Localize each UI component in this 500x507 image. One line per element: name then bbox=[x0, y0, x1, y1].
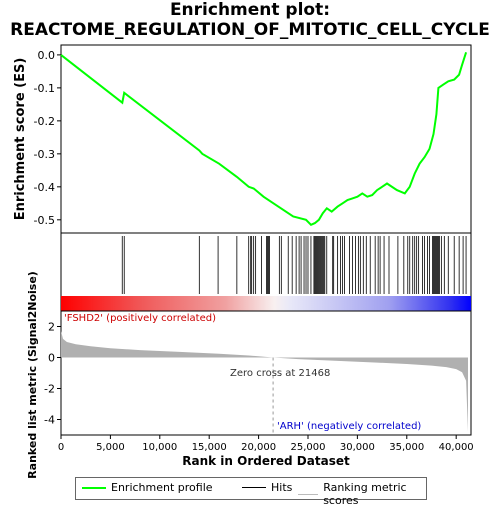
legend-item-profile: Enrichment profile bbox=[82, 481, 213, 494]
metric-ytick-label: 2 bbox=[48, 321, 55, 334]
legend-label-metric: Ranking metric scores bbox=[323, 481, 407, 507]
metric-xtick-label: 0 bbox=[58, 442, 64, 453]
negative-annotation: 'ARH' (negatively correlated) bbox=[277, 421, 421, 432]
metric-area bbox=[61, 331, 468, 432]
metric-x-axis-label: Rank in Ordered Dataset bbox=[182, 454, 350, 468]
legend-item-hits: Hits bbox=[242, 481, 292, 494]
positive-annotation: 'FSHD2' (positively correlated) bbox=[64, 313, 216, 324]
hits-panel bbox=[60, 232, 472, 312]
metric-xtick-label: 5,000 bbox=[96, 442, 125, 453]
es-ytick-label: -0.5 bbox=[34, 214, 55, 227]
rank-color-bar bbox=[61, 296, 471, 311]
chart-title-line1: Enrichment plot: bbox=[169, 0, 331, 20]
metric-xticks: 0 5,000 10,000 15,000 20,000 25,000 30,000 35,0… bbox=[58, 435, 474, 453]
zero-cross-annotation: Zero cross at 21468 bbox=[230, 368, 330, 379]
metric-xtick-label: 25,000 bbox=[290, 442, 325, 453]
legend-item-metric: Ranking metric scores bbox=[298, 481, 426, 507]
es-panel: 0.0 -0.1 -0.2 -0.3 -0.4 -0.5 Enrichment score… bbox=[13, 44, 472, 234]
chart-title: Enrichment plot: REACTOME_REGULATION_OF_… bbox=[0, 0, 500, 40]
metric-ytick-label: 0 bbox=[48, 352, 55, 365]
metric-y-axis-label: Ranked list metric (Signal2Noise) bbox=[26, 271, 39, 479]
legend: Enrichment profile Hits Ranking metric s… bbox=[75, 477, 427, 507]
legend-swatch-metric bbox=[298, 493, 319, 495]
metric-xtick-label: 35,000 bbox=[389, 442, 424, 453]
metric-ytick-label: -4 bbox=[44, 414, 55, 427]
es-yticks: 0.0 -0.1 -0.2 -0.3 -0.4 -0.5 bbox=[34, 49, 61, 227]
metric-xtick-label: 30,000 bbox=[340, 442, 375, 453]
metric-yticks: 2 0 -2 -4 bbox=[44, 321, 61, 427]
legend-label-hits: Hits bbox=[271, 481, 293, 494]
metric-panel-frame bbox=[60, 310, 472, 436]
es-ytick-label: 0.0 bbox=[38, 49, 56, 62]
es-profile-line bbox=[60, 51, 468, 226]
legend-label-profile: Enrichment profile bbox=[111, 481, 213, 494]
metric-xtick-label: 20,000 bbox=[241, 442, 276, 453]
legend-swatch-profile bbox=[82, 486, 106, 489]
es-panel-frame bbox=[60, 44, 472, 234]
es-ytick-label: -0.3 bbox=[34, 148, 55, 161]
metric-ytick-label: -2 bbox=[44, 383, 55, 396]
chart-title-line2: REACTOME_REGULATION_OF_MITOTIC_CELL_CYCL… bbox=[10, 20, 490, 40]
es-ytick-label: -0.4 bbox=[34, 181, 55, 194]
metric-xtick-label: 15,000 bbox=[192, 442, 227, 453]
legend-swatch-hits bbox=[242, 487, 266, 488]
metric-xtick-label: 10,000 bbox=[142, 442, 177, 453]
es-ytick-label: -0.1 bbox=[34, 82, 55, 95]
es-y-axis-label: Enrichment score (ES) bbox=[13, 58, 28, 221]
hit-marks bbox=[121, 236, 467, 294]
es-ytick-label: -0.2 bbox=[34, 115, 55, 128]
metric-xtick-label: 40,000 bbox=[439, 442, 474, 453]
metric-panel: 2 0 -2 -4 0 5,000 10,000 15,000 20,000 25,000 30,… bbox=[26, 271, 474, 479]
